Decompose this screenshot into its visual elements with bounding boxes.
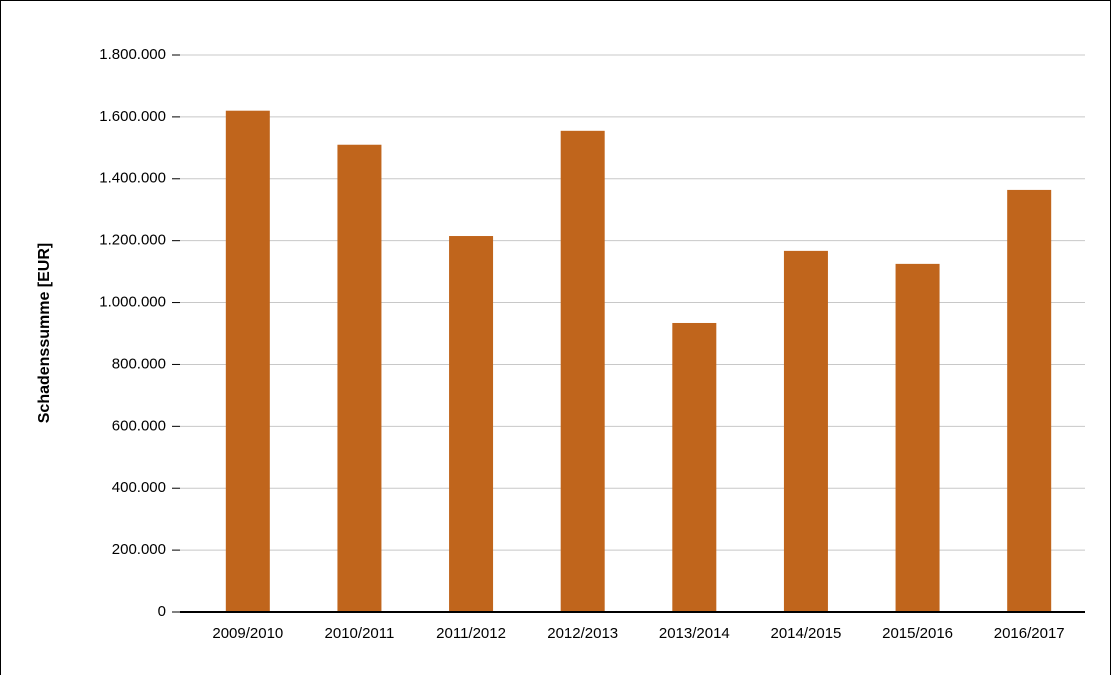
bar <box>337 144 382 612</box>
y-tick-label: 800.000 <box>112 355 166 372</box>
y-tick-label: 1.000.000 <box>99 294 166 311</box>
y-tick-label: 1.800.000 <box>99 46 166 63</box>
x-tick-label: 2012/2013 <box>547 625 618 642</box>
bar <box>783 250 828 612</box>
x-tick-label: 2014/2015 <box>770 625 841 642</box>
bar <box>225 110 270 612</box>
x-tick-label: 2010/2011 <box>325 625 395 642</box>
x-tick-label: 2011/2012 <box>436 625 506 642</box>
y-tick-label: 1.200.000 <box>99 232 166 249</box>
bar <box>1007 189 1052 612</box>
y-tick-label: 600.000 <box>112 417 166 434</box>
x-tick-label: 2009/2010 <box>212 625 283 642</box>
y-tick-label: 0 <box>158 603 166 620</box>
bar <box>560 130 605 612</box>
y-tick-label: 200.000 <box>112 541 166 558</box>
bar <box>895 263 940 612</box>
y-axis-title: Schadenssumme [EUR] <box>36 243 53 424</box>
x-tick-label: 2016/2017 <box>994 625 1065 642</box>
y-tick-label: 400.000 <box>112 479 166 496</box>
x-tick-label: 2013/2014 <box>659 625 730 642</box>
x-tick-label: 2015/2016 <box>882 625 953 642</box>
y-tick-label: 1.400.000 <box>99 170 166 187</box>
bar <box>672 322 717 612</box>
bar <box>449 236 494 612</box>
y-tick-label: 1.600.000 <box>99 108 166 125</box>
